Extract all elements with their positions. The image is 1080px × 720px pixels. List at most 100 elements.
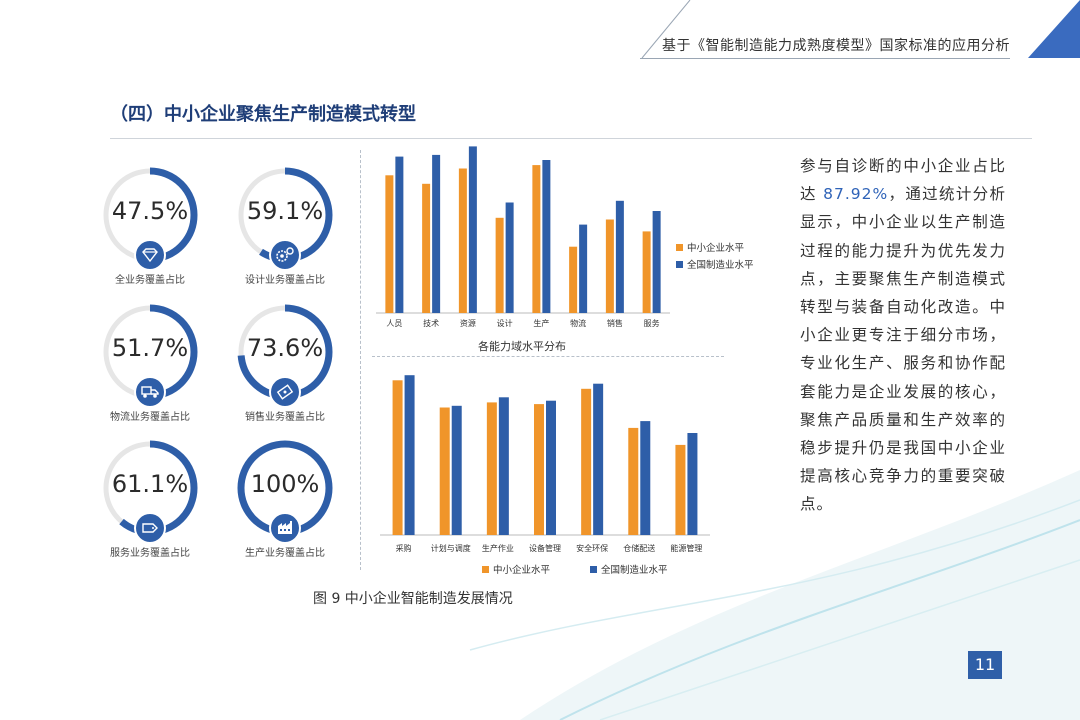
factory-icon (269, 512, 301, 543)
gauge-value: 61.1% (111, 470, 189, 498)
gauge-caption: 服务业务覆盖占比 (110, 548, 190, 559)
gears-icon (269, 239, 301, 270)
bar-sme (486, 402, 497, 535)
gauge-all: 47.5% 全业务覆盖占比 (100, 165, 215, 286)
gauge-caption: 设计业务覆盖占比 (245, 275, 325, 286)
gauge-sales: 73.6% 销售业务覆盖占比 (235, 302, 350, 423)
legend-label: 全国制造业水平 (601, 564, 668, 576)
gauge-value: 51.7% (111, 334, 189, 362)
chart-title: 各能力域水平分布 (478, 339, 566, 353)
bar-sme (439, 407, 450, 535)
gauge-ring (237, 440, 333, 543)
gauge-ring (237, 167, 333, 270)
legend-label: 中小企业水平 (687, 242, 745, 254)
x-tick-label: 人员 (386, 319, 402, 328)
bar-national (505, 202, 514, 313)
bar-national (468, 146, 477, 313)
summary-paragraph: 参与自诊断的中小企业占比达 87.92%，通过统计分析显示，中小企业以生产制造过… (800, 152, 1006, 519)
bar-sme (628, 427, 639, 535)
tag-icon (134, 512, 166, 543)
legend-label: 全国制造业水平 (687, 259, 754, 271)
x-tick-label: 物流 (570, 318, 586, 328)
gauge-logistics: 51.7% 物流业务覆盖占比 (100, 302, 215, 423)
gauge-production: 100% 生产业务覆盖占比 (235, 438, 350, 559)
bar-sme (581, 388, 592, 535)
x-tick-label: 资源 (460, 318, 476, 328)
gauge-caption: 全业务覆盖占比 (115, 275, 185, 286)
bar-sme (642, 231, 651, 313)
gauge-caption: 生产业务覆盖占比 (245, 548, 325, 559)
x-tick-label: 能源管理 (670, 543, 702, 553)
bar-sme (392, 380, 403, 535)
bar-national (404, 375, 415, 535)
bar-national (615, 200, 624, 313)
legend-swatch (482, 566, 489, 573)
x-tick-label: 计划与调度 (431, 543, 471, 553)
legend-label: 中小企业水平 (493, 564, 551, 576)
gauge-caption: 物流业务覆盖占比 (110, 412, 190, 423)
legend-swatch (676, 244, 683, 251)
bar-sme (534, 404, 544, 535)
header-corner-triangle (1028, 0, 1080, 58)
gauge-arc (102, 167, 198, 263)
gauge-value: 100% (250, 470, 320, 498)
bar-sme (532, 165, 541, 313)
bar-sme (385, 175, 394, 313)
x-tick-label: 销售 (607, 318, 623, 328)
gauge-value: 47.5% (111, 197, 189, 225)
gauge-ring (237, 304, 333, 407)
gauge-value: 59.1% (246, 197, 324, 225)
paragraph-text-start: 参与自诊断的中小企业占比达 (800, 157, 1006, 204)
paragraph-text-end: ，通过统计分析显示，中小企业以生产制造过程的能力提升为优先发力点，主要聚焦生产制… (800, 185, 1006, 514)
header-rule (640, 58, 1010, 59)
bar-national (640, 421, 651, 535)
bar-national (451, 405, 462, 535)
highlight-percentage: 87.92% (823, 185, 889, 204)
bar-national (687, 433, 698, 535)
diamond-icon (134, 239, 166, 270)
gauge-ring (102, 440, 198, 543)
gauge-service: 61.1% 服务业务覆盖占比 (100, 438, 215, 559)
vertical-divider (360, 150, 361, 570)
bar-sme (675, 444, 686, 535)
bar-sme (495, 217, 504, 313)
bar-sme (605, 219, 614, 313)
x-tick-label: 生产作业 (482, 543, 514, 553)
bar-national (395, 156, 404, 313)
x-tick-label: 服务 (644, 318, 660, 328)
header-divider-slash (641, 0, 691, 59)
gauge-caption: 销售业务覆盖占比 (245, 412, 325, 423)
bar-sme (569, 246, 578, 313)
page-number: 11 (968, 651, 1002, 679)
figure-caption: 图 9 中小企业智能制造发展情况 (313, 591, 513, 607)
section-title: （四）中小企业聚焦生产制造模式转型 (110, 104, 416, 125)
legend-swatch (590, 566, 597, 573)
horizontal-divider (372, 356, 724, 357)
x-tick-label: 生产 (533, 318, 549, 328)
bar-national (593, 383, 604, 535)
x-tick-label: 技术 (423, 318, 439, 328)
legend-swatch (676, 261, 683, 268)
gauge-ring (102, 167, 198, 270)
x-tick-label: 设备管理 (529, 543, 561, 553)
x-tick-label: 安全环保 (576, 543, 608, 553)
gauge-value: 73.6% (246, 334, 324, 362)
x-tick-label: 采购 (396, 543, 412, 553)
bar-national (546, 400, 556, 535)
gauge-ring (102, 304, 198, 407)
bar-national (652, 211, 661, 313)
header-title: 基于《智能制造能力成熟度模型》国家标准的应用分析 (662, 38, 1010, 54)
bar-national (542, 160, 551, 313)
bar-national (579, 224, 588, 313)
x-tick-label: 仓储配送 (623, 543, 655, 553)
gauge-design: 59.1% 设计业务覆盖占比 (235, 165, 350, 286)
bar-sme (458, 168, 467, 313)
ticket-icon (269, 376, 301, 407)
x-tick-label: 设计 (497, 318, 513, 328)
bar-sme (422, 183, 431, 313)
section-rule (110, 138, 1032, 139)
truck-icon (134, 376, 166, 407)
